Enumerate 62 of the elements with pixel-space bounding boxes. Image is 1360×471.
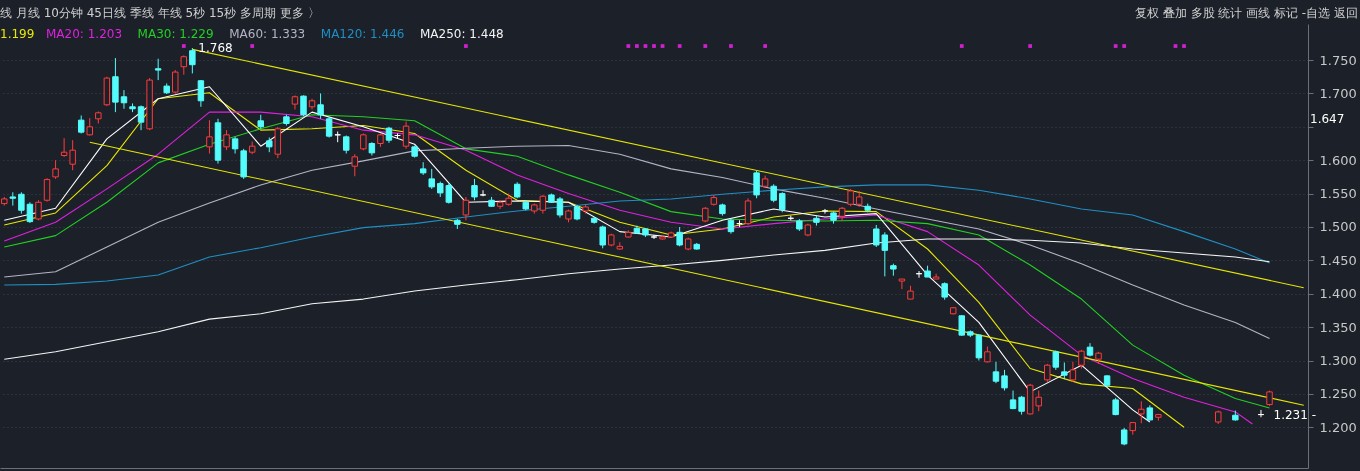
annotation: 1.768 bbox=[198, 41, 233, 56]
candlestick bbox=[428, 168, 435, 190]
text: 1.199 bbox=[0, 27, 35, 41]
candlestick bbox=[52, 159, 59, 180]
candlestick bbox=[197, 79, 205, 108]
candlestick bbox=[206, 119, 213, 155]
y-tick-label: 1.600 bbox=[1319, 152, 1357, 168]
candlestick bbox=[351, 153, 359, 177]
chart-title: 线 月线 10分钟 45日线 季线 年线 5秒 15秒 多周期 更多 〉 bbox=[0, 6, 320, 20]
candlestick bbox=[1044, 363, 1051, 383]
candlestick bbox=[471, 178, 478, 201]
candlestick bbox=[1001, 369, 1008, 392]
text: MA60: 1.333 bbox=[229, 27, 306, 41]
line-series bbox=[3, 144, 1271, 340]
y-tick-label: 1.400 bbox=[1319, 286, 1357, 302]
y-tick-label: 1.750 bbox=[1319, 52, 1357, 68]
y-tick-label: 1.700 bbox=[1319, 85, 1357, 101]
candlestick bbox=[223, 129, 230, 151]
text: MA20: 1.203 bbox=[46, 27, 123, 41]
candlestick bbox=[958, 314, 965, 337]
candlestick bbox=[18, 191, 25, 215]
candlestick bbox=[137, 104, 145, 131]
candlestick bbox=[753, 170, 760, 199]
candlestick bbox=[1052, 349, 1060, 371]
candlestick bbox=[992, 361, 1000, 384]
text: MA120: 1.446 bbox=[320, 27, 405, 41]
candlestick bbox=[1138, 400, 1145, 424]
y-tick-label: 1.200 bbox=[1319, 419, 1357, 435]
line-series bbox=[3, 184, 1271, 286]
candlestick bbox=[402, 120, 410, 150]
candlestick bbox=[120, 89, 128, 110]
y-tick-label: 1.450 bbox=[1319, 252, 1357, 268]
candlestick bbox=[26, 201, 34, 224]
candlestick bbox=[462, 196, 470, 221]
text: MA30: 1.229 bbox=[137, 27, 214, 41]
candlestick bbox=[556, 196, 564, 219]
text: MA250: 1.448 bbox=[420, 27, 504, 41]
candlestick bbox=[898, 278, 906, 290]
annotation: 1.231 - bbox=[1273, 407, 1317, 422]
candlestick bbox=[779, 191, 786, 213]
candlestick bbox=[317, 92, 324, 120]
y-tick-label: 1.350 bbox=[1319, 319, 1357, 335]
y-tick-label: 1.300 bbox=[1319, 353, 1357, 369]
candlestick bbox=[300, 94, 307, 117]
candlestick bbox=[744, 197, 752, 226]
candlestick bbox=[154, 58, 162, 81]
candlestick bbox=[1069, 361, 1077, 383]
candlestick bbox=[1018, 395, 1025, 416]
candlestick bbox=[650, 234, 658, 240]
candlestick bbox=[189, 47, 196, 74]
candlestick bbox=[180, 54, 188, 76]
candlestick bbox=[43, 177, 51, 203]
candlestick bbox=[325, 116, 333, 138]
y-tick-label: 1.550 bbox=[1319, 186, 1357, 202]
y-tick-label: 1.250 bbox=[1319, 386, 1357, 402]
y-tick-label: 1.500 bbox=[1319, 219, 1357, 235]
candlestick bbox=[1078, 349, 1085, 370]
text: 1.647 bbox=[1310, 112, 1345, 126]
chart-subtitle: 复权 叠加 多股 统计 画线 标记 -自选 返回 bbox=[1134, 6, 1358, 20]
candlestick bbox=[479, 189, 487, 197]
candlestick bbox=[770, 183, 777, 203]
candlestick bbox=[821, 208, 829, 215]
